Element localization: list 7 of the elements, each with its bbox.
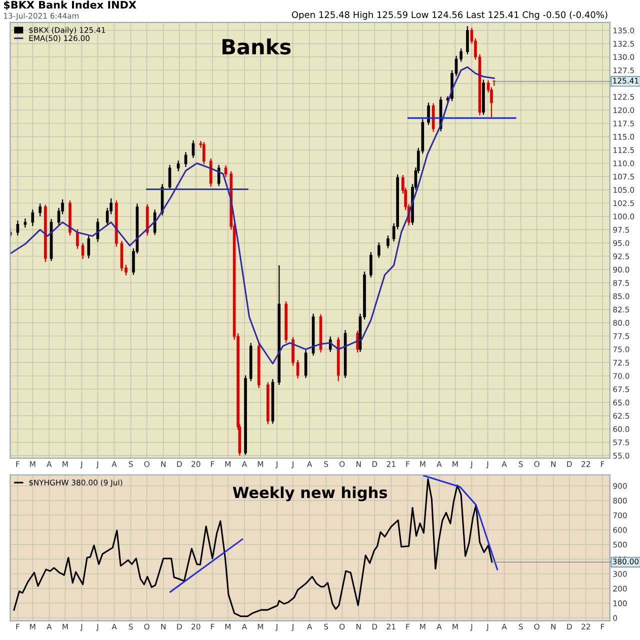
annotation: Weekly new highs	[232, 486, 388, 502]
text: Open 125.48 High 125.59 Low 124.56 Last 125.41 Chg -0.50 (-0.40%)	[292, 11, 608, 20]
annotation: Banks	[222, 38, 291, 55]
line-series	[422, 474, 498, 570]
chart-title: $BKX Bank Index INDX	[4, 0, 136, 10]
line-series	[10, 66, 495, 364]
line-series	[13, 478, 493, 618]
